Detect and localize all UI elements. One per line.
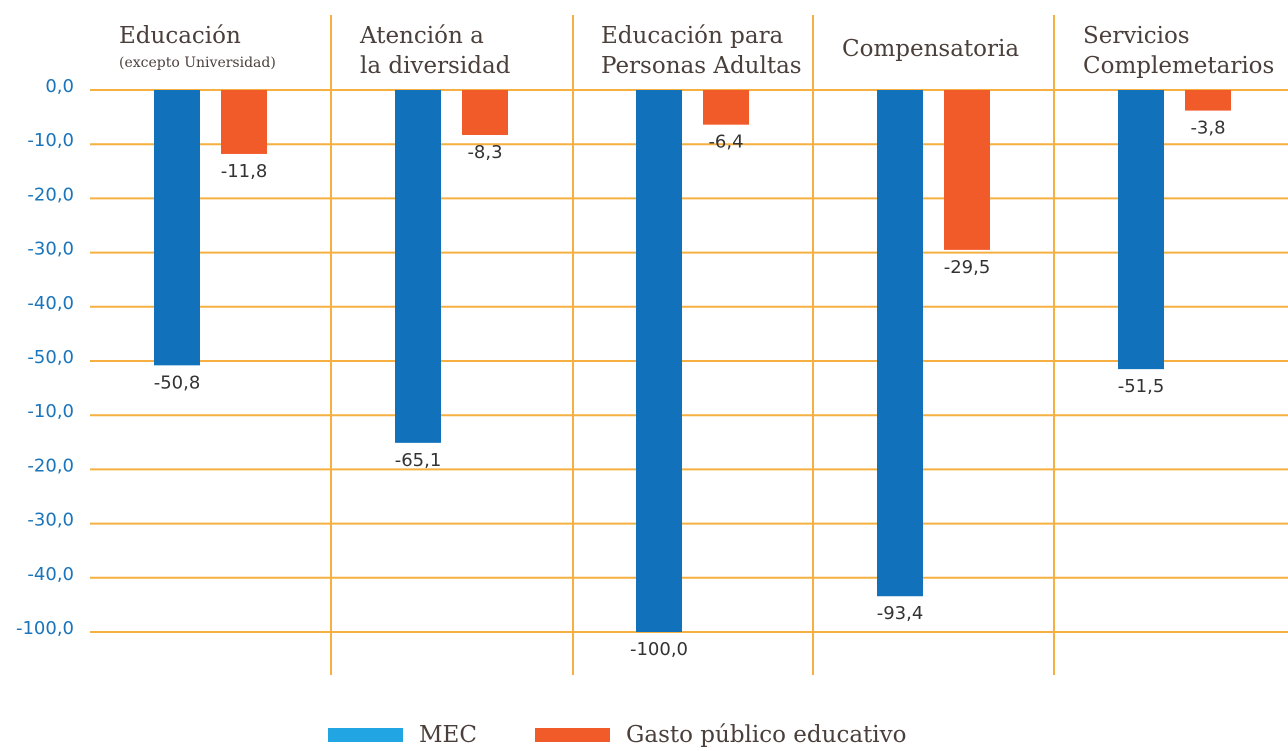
separators [330,15,1055,675]
bar [154,90,200,366]
bar [221,90,267,154]
legend-swatch [328,728,403,742]
y-tick-label: -20,0 [27,455,74,476]
value-label: -100,0 [630,639,688,660]
value-label: -6,4 [708,132,743,153]
value-label: -51,5 [1118,376,1165,397]
bar [462,90,508,135]
y-tick-label: -30,0 [27,239,74,260]
value-label: -11,8 [221,161,268,182]
bar [1118,90,1164,370]
value-label: -50,8 [154,372,201,393]
y-tick-label: -50,0 [27,347,74,368]
category-label: Compensatoria [842,36,1019,62]
bar [636,90,682,632]
y-tick-label: -10,0 [27,401,74,422]
legend-label: MEC [419,722,477,748]
y-tick-label: -100,0 [16,618,74,639]
bar [395,90,441,443]
category-sublabel: la diversidad [360,53,511,79]
category-label: Servicios [1083,23,1190,49]
value-label: -93,4 [877,603,924,624]
legend-swatch [535,728,610,742]
bar [1185,90,1231,111]
category-sublabel: Personas Adultas [601,53,802,79]
category-sublabel: (excepto Universidad) [119,55,276,71]
y-tick-label: 0,0 [45,76,74,97]
category-label: Atención a [359,23,484,49]
y-tick-label: -10,0 [27,130,74,151]
bar [877,90,923,597]
y-tick-label: -40,0 [27,293,74,314]
y-tick-label: -30,0 [27,510,74,531]
category-label: Educación [119,23,241,49]
bar [944,90,990,250]
value-label: -8,3 [467,142,502,163]
value-label: -3,8 [1190,118,1225,139]
legend-label: Gasto público educativo [626,722,906,748]
y-tick-label: -20,0 [27,184,74,205]
category-sublabel: Complemetarios [1083,53,1274,79]
bar [703,90,749,125]
category-label: Educación para [601,23,784,49]
value-label: -65,1 [395,450,442,471]
value-label: -29,5 [944,257,991,278]
y-tick-label: -40,0 [27,564,74,585]
